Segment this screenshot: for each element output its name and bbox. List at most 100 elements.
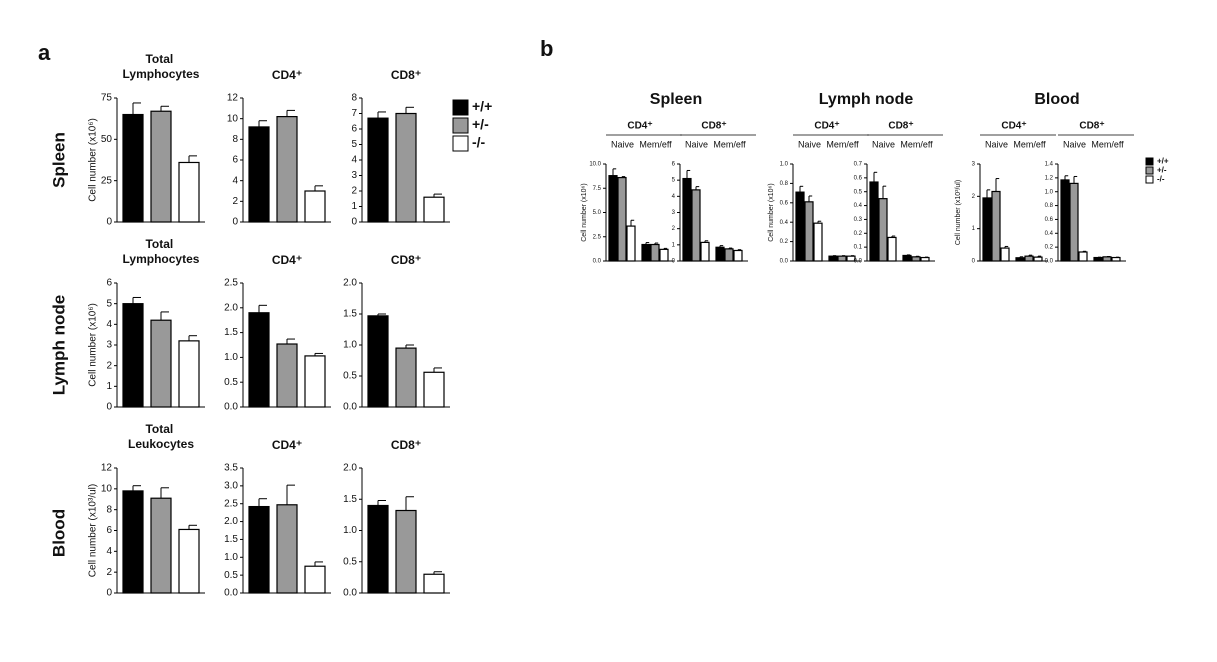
- y-tick-label: 1: [351, 201, 357, 212]
- bar: [1024, 255, 1034, 262]
- chart-title: CD4⁺: [814, 121, 839, 132]
- bar: [682, 177, 692, 262]
- y-tick-label: 0.3: [854, 217, 863, 223]
- y-tick-label: 8: [232, 134, 238, 145]
- y-tick-label: 0: [351, 217, 357, 228]
- y-tick-label: 2: [672, 226, 676, 232]
- bar: [920, 256, 930, 262]
- y-tick-label: 4: [232, 175, 238, 186]
- bar: [122, 113, 144, 223]
- y-tick-label: 1.0: [343, 525, 357, 536]
- y-tick-label: 4: [106, 546, 112, 557]
- y-tick-label: 0.0: [224, 402, 238, 413]
- bar: [911, 256, 921, 262]
- tissue-header: Blood: [1034, 91, 1079, 108]
- x-tick-label: Naive: [872, 139, 895, 149]
- y-tick-label: 1.5: [343, 309, 357, 320]
- y-tick-label: 2.0: [224, 302, 238, 313]
- bar: [304, 190, 326, 223]
- legend-label: +/+: [1157, 157, 1169, 166]
- bar: [1033, 256, 1043, 262]
- y-tick-label: 10.0: [589, 162, 601, 168]
- y-tick-label: 0: [106, 217, 112, 228]
- bar: [700, 241, 710, 262]
- chart-title: CD8⁺: [391, 68, 421, 82]
- y-tick-label: 12: [227, 93, 239, 104]
- bar: [367, 504, 389, 594]
- tissue-header: Lymph node: [819, 91, 914, 108]
- y-tick-label: 0.2: [780, 239, 789, 245]
- panel-label: a: [38, 40, 51, 65]
- bar: [659, 248, 669, 262]
- y-tick-label: 6: [672, 162, 676, 168]
- bar: [1069, 182, 1079, 262]
- bar: [276, 115, 298, 223]
- legend-swatch: [452, 135, 469, 152]
- y-tick-label: 1: [972, 226, 976, 232]
- legend-label: -/-: [472, 134, 486, 150]
- bar: [122, 490, 144, 594]
- y-tick-label: 0.4: [854, 203, 863, 209]
- legend-label: +/-: [472, 116, 489, 132]
- y-tick-label: 6: [106, 278, 112, 289]
- chart-title: Total Lymphocytes: [123, 237, 200, 266]
- legend-swatch: [1145, 157, 1154, 166]
- chart-title: CD8⁺: [701, 121, 726, 132]
- bar: [641, 243, 651, 262]
- bar: [276, 343, 298, 408]
- row-label: Lymph node: [49, 295, 68, 395]
- bar: [813, 222, 823, 262]
- bar: [837, 255, 847, 262]
- legend-label: -/-: [1157, 175, 1165, 184]
- y-tick-label: 0.6: [1045, 217, 1054, 223]
- bar: [122, 303, 144, 408]
- bar: [1000, 247, 1010, 262]
- y-tick-label: 0.6: [854, 175, 863, 181]
- bar: [395, 509, 417, 594]
- y-tick-label: 3: [672, 210, 676, 216]
- bar: [878, 198, 888, 262]
- y-tick-label: 1.5: [224, 327, 238, 338]
- y-tick-label: 6: [106, 525, 112, 536]
- bar: [248, 505, 270, 594]
- y-tick-label: 0.5: [343, 371, 357, 382]
- bar: [304, 355, 326, 408]
- legend-label: +/-: [1157, 166, 1167, 175]
- y-tick-label: 1.0: [224, 552, 238, 563]
- y-tick-label: 5: [672, 178, 676, 184]
- y-tick-label: 12: [101, 463, 113, 474]
- bar: [608, 175, 618, 262]
- bar: [828, 255, 838, 262]
- y-tick-label: 1.0: [1045, 189, 1054, 195]
- bar: [304, 565, 326, 594]
- y-tick-label: 6: [232, 155, 238, 166]
- x-tick-label: Mem/eff: [900, 139, 933, 149]
- bar: [248, 126, 270, 223]
- x-tick-label: Mem/eff: [1013, 139, 1046, 149]
- bar: [650, 243, 660, 262]
- y-tick-label: 2: [106, 360, 112, 371]
- y-tick-label: 3.0: [224, 480, 238, 491]
- x-tick-label: Mem/eff: [713, 139, 746, 149]
- y-tick-label: 1.4: [1045, 162, 1054, 168]
- legend-swatch: [452, 99, 469, 116]
- legend-swatch: [1145, 175, 1154, 184]
- y-axis-label: Cell number (x10³/ul): [88, 484, 99, 577]
- chart-title: Total Leukocytes: [128, 422, 194, 451]
- bar: [887, 236, 897, 262]
- chart-title: CD4⁺: [272, 68, 302, 82]
- bar: [626, 225, 636, 262]
- bar: [804, 201, 814, 262]
- y-tick-label: 2: [232, 196, 238, 207]
- y-tick-label: 50: [101, 134, 113, 145]
- row-label: Spleen: [49, 132, 68, 188]
- bar: [150, 110, 172, 223]
- y-tick-label: 2: [351, 186, 357, 197]
- y-tick-label: 10: [227, 113, 239, 124]
- y-tick-label: 4: [106, 319, 112, 330]
- chart-title: Total Lymphocytes: [123, 52, 200, 81]
- bar: [846, 255, 856, 262]
- y-axis-label: Cell number (x10⁶): [768, 183, 775, 242]
- y-tick-label: 0.0: [343, 402, 357, 413]
- bar: [1060, 179, 1070, 262]
